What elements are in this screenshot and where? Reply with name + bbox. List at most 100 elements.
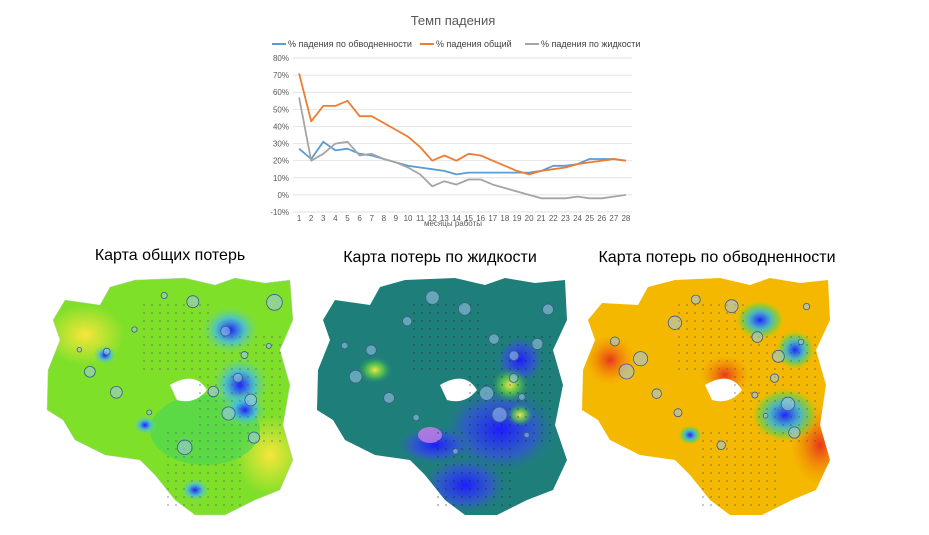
well-dot	[247, 440, 249, 442]
well-dot	[263, 336, 265, 338]
well-dot	[239, 416, 241, 418]
well-dot	[742, 448, 744, 450]
well-dot	[461, 496, 463, 498]
well-dot	[469, 320, 471, 322]
well-dot	[231, 440, 233, 442]
well-dot	[734, 496, 736, 498]
well-dot	[509, 432, 511, 434]
well-dot	[533, 408, 535, 410]
well-dot	[742, 336, 744, 338]
well-dot	[694, 360, 696, 362]
well-dot	[167, 368, 169, 370]
well-dot	[694, 352, 696, 354]
well-dot	[215, 424, 217, 426]
well-dot	[750, 416, 752, 418]
well-dot	[790, 384, 792, 386]
well-dot	[215, 416, 217, 418]
well-dot	[469, 368, 471, 370]
well-dot	[159, 312, 161, 314]
well-dot	[215, 464, 217, 466]
map-liquid-losses	[317, 278, 567, 515]
well-dot	[183, 496, 185, 498]
well-dot	[541, 376, 543, 378]
well-dot	[199, 416, 201, 418]
well-dot	[549, 344, 551, 346]
well-dot	[766, 464, 768, 466]
well-dot	[191, 504, 193, 506]
well-dot	[207, 472, 209, 474]
well-dot	[517, 392, 519, 394]
well-dot	[421, 368, 423, 370]
well-dot	[710, 312, 712, 314]
well-dot	[742, 352, 744, 354]
x-tick-label: 8	[382, 214, 387, 223]
well-dot	[726, 320, 728, 322]
well-dot	[199, 472, 201, 474]
well-dot	[493, 448, 495, 450]
well-dot	[485, 344, 487, 346]
well-marker	[186, 295, 200, 309]
well-dot	[207, 424, 209, 426]
well-dot	[421, 360, 423, 362]
well-dot	[239, 352, 241, 354]
well-dot	[469, 480, 471, 482]
well-dot	[493, 496, 495, 498]
well-dot	[798, 368, 800, 370]
well-dot	[702, 368, 704, 370]
well-dot	[541, 424, 543, 426]
well-dot	[525, 336, 527, 338]
well-dot	[501, 504, 503, 506]
well-dot	[437, 432, 439, 434]
well-dot	[493, 472, 495, 474]
well-dot	[766, 432, 768, 434]
well-dot	[710, 368, 712, 370]
well-dot	[766, 352, 768, 354]
well-dot	[453, 480, 455, 482]
well-dot	[167, 432, 169, 434]
well-dot	[750, 456, 752, 458]
well-dot	[718, 344, 720, 346]
well-dot	[493, 368, 495, 370]
well-dot	[191, 440, 193, 442]
x-tick-label: 3	[321, 214, 326, 223]
well-dot	[263, 376, 265, 378]
well-dot	[199, 440, 201, 442]
well-dot	[279, 376, 281, 378]
well-dot	[445, 352, 447, 354]
well-dot	[750, 432, 752, 434]
well-dot	[509, 416, 511, 418]
well-dot	[517, 400, 519, 402]
well-marker	[762, 412, 769, 419]
well-dot	[750, 344, 752, 346]
well-dot	[726, 368, 728, 370]
well-dot	[485, 376, 487, 378]
well-dot	[485, 496, 487, 498]
well-dot	[509, 360, 511, 362]
well-dot	[445, 304, 447, 306]
well-dot	[493, 352, 495, 354]
well-marker	[110, 385, 123, 399]
well-dot	[183, 344, 185, 346]
well-dot	[453, 440, 455, 442]
well-dot	[702, 488, 704, 490]
well-dot	[143, 328, 145, 330]
well-dot	[183, 336, 185, 338]
well-dot	[151, 360, 153, 362]
well-dot	[541, 336, 543, 338]
well-marker	[542, 303, 554, 316]
x-tick-label: 15	[464, 214, 473, 223]
y-tick-label: 0%	[277, 191, 289, 200]
well-dot	[453, 336, 455, 338]
well-marker	[780, 396, 796, 412]
well-marker	[221, 406, 236, 421]
well-dot	[686, 336, 688, 338]
well-dot	[167, 304, 169, 306]
well-dot	[477, 336, 479, 338]
well-dot	[501, 488, 503, 490]
well-dot	[215, 456, 217, 458]
well-dot	[191, 360, 193, 362]
well-dot	[774, 392, 776, 394]
well-dot	[758, 400, 760, 402]
well-dot	[750, 496, 752, 498]
well-dot	[215, 472, 217, 474]
